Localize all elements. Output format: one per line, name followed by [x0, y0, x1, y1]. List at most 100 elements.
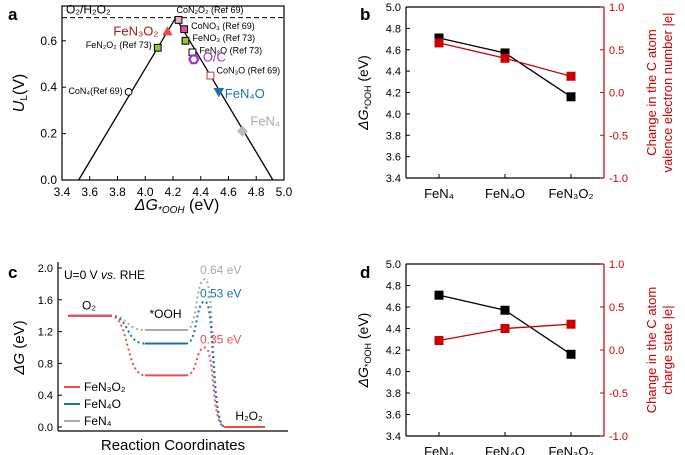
barrier-label-fen: 0.64 eV: [200, 263, 241, 277]
x-tick-label: 3.4: [54, 185, 71, 199]
point-label-con-o-ref-69: CoN₂O₂ (Ref 69): [177, 5, 244, 15]
y-left-tick-label: 5.0: [386, 2, 401, 14]
y-right-tick-label: 0.5: [609, 302, 624, 314]
connector-fen-o-1: [109, 314, 146, 345]
y-left-tick-label: 4.2: [386, 345, 401, 357]
point-label-con-o-ref-69: CoN₃O (Ref 69): [216, 66, 280, 76]
y-left-tick-label: 4.2: [386, 88, 401, 100]
y-tick-label: 0.0: [38, 422, 53, 434]
panel-c-free-energy-diagram: 0.0 0.4 0.8 1.2 1.6 2.0 U=0 V vs. RHE 0.64 eV 0.…: [11, 262, 288, 454]
barrier-curve-fen-o: [185, 346, 226, 428]
condition-prefix: U=0 V: [64, 268, 101, 282]
y-tick-label: 2.0: [38, 263, 53, 275]
y-right-tick-label: -0.5: [609, 130, 628, 142]
y-axis-label-main: U: [11, 100, 28, 112]
x-tick-label-fen-o: FeN₃O₂: [548, 186, 593, 201]
x-tick-label-fen: FeN₄: [424, 186, 454, 201]
y-left-tick-label: 3.8: [386, 130, 401, 142]
y-tick-label: 0.8: [38, 358, 53, 370]
y-left-tick-label: 4.8: [386, 23, 401, 35]
x-axis-label: Reaction Coordinates: [101, 437, 245, 454]
y-left-tick-label: 3.4: [386, 173, 401, 185]
condition-italic: vs.: [101, 268, 116, 282]
state-label-o2: O₂: [82, 299, 96, 313]
point-fen-o: [162, 26, 173, 36]
y-right-axis-label-line2: valence electron number |e|: [660, 13, 675, 173]
y-right-tick-label: 1.0: [609, 259, 624, 271]
y-axis-label-main: ΔG: [11, 353, 28, 376]
point-label-con-ref-69: CoN₄(Ref 69): [68, 86, 122, 96]
x-tick-label: 3.6: [81, 185, 98, 199]
y-axis-label-unit: (V): [11, 74, 28, 95]
point-con-o-ref-69: [206, 71, 215, 80]
y-left-tick-label: 3.6: [386, 152, 401, 164]
y-left-axis-label-sub: *OOH: [363, 343, 373, 367]
barrier-label-fen-o: 0.53 eV: [200, 286, 241, 300]
point-label-o-c: O/C: [203, 49, 226, 64]
legend-label-fen-o: FeN₄O: [84, 397, 121, 411]
panel-a-volcano-plot: 3.4 3.6 3.8 4.0 4.2 4.4 4.6 4.8 5.0 0.0 0.2 0.4 0.6 O…: [11, 3, 293, 216]
y-left-axis-label-main: ΔG: [355, 367, 371, 388]
y-axis-label-sub: L: [19, 95, 30, 101]
panel-letter-b: b: [360, 5, 370, 24]
condition-label: U=0 V vs. RHE: [64, 268, 145, 282]
y-left-tick-label: 4.8: [386, 281, 401, 293]
barrier-label-fen-o: 0.35 eV: [200, 333, 241, 347]
point-label-fen-o: FeN₃O₂: [113, 24, 158, 39]
x-axis-label-sub: *OOH: [158, 205, 185, 216]
panel-letter-a: a: [8, 5, 18, 24]
state-label-h2o2: H₂O₂: [235, 409, 263, 423]
panel-d-charge-state-chart: 3.4 3.6 3.8 4.0 4.2 4.4 4.6 4.8 5.0 -1.0 -0.5 0.0 0.…: [355, 259, 675, 455]
x-tick-label: 5.0: [276, 185, 293, 199]
y-right-tick-label: 1.0: [609, 2, 624, 14]
series-point-c-atom-change: [500, 53, 510, 63]
y-left-axis-label-main: ΔG: [355, 109, 371, 130]
y-left-tick-label: 4.0: [386, 367, 401, 379]
point-cono-ref-69: [180, 25, 188, 34]
y-left-axis-label: ΔG*OOH (eV): [355, 55, 373, 131]
y-left-tick-label: 3.4: [386, 431, 401, 443]
y-tick-label: 1.2: [38, 327, 53, 339]
point-con-ref-69: [124, 87, 133, 96]
x-tick-label: 4.8: [248, 185, 265, 199]
x-tick-label-fen: FeN₄: [424, 444, 454, 455]
x-tick-label-fen-o: FeN₃O₂: [548, 444, 593, 455]
y-left-tick-label: 4.4: [386, 66, 401, 78]
x-tick-label-fen-o: FeN₄O: [485, 444, 525, 455]
x-axis-label-main: ΔG: [134, 197, 158, 214]
point-fen: [236, 125, 248, 137]
y-left-axis-label-sub: *OOH: [363, 86, 373, 110]
point-label-feno-ref-73: FeNO₃ (Ref 73): [192, 33, 255, 43]
x-tick-label: 4.0: [137, 185, 154, 199]
point-label-fen: FeN₄: [250, 113, 280, 128]
y-right-tick-label: 0.0: [609, 345, 624, 357]
y-right-axis-label-line1: Change in the C atom: [644, 29, 659, 155]
y-tick-label: 0.0: [40, 173, 57, 187]
y-left-axis-label-unit: (eV): [355, 313, 371, 343]
y-right-tick-label: 0.0: [609, 88, 624, 100]
barrier-curve-fen-o: [185, 300, 226, 428]
y-left-tick-label: 4.0: [386, 109, 401, 121]
x-tick-label: 4.6: [220, 185, 237, 199]
series-point-dg-ooh: [566, 349, 576, 359]
point-label-fen-o: FeN₄O: [225, 86, 265, 101]
condition-suffix: RHE: [116, 268, 145, 282]
y-left-tick-label: 3.6: [386, 410, 401, 422]
legend-label-fen: FeN₄: [84, 414, 112, 428]
series-point-c-atom-change: [566, 71, 576, 81]
series-point-dg-ooh: [566, 92, 576, 102]
series-line-dg-ooh: [438, 37, 572, 98]
panel-letter-d: d: [360, 263, 370, 282]
y-left-tick-label: 5.0: [386, 259, 401, 271]
series-point-c-atom-change: [500, 324, 510, 333]
y-left-tick-label: 4.6: [386, 45, 401, 57]
series-point-dg-ooh: [434, 290, 444, 300]
y-right-tick-label: 0.5: [609, 45, 624, 57]
series-point-c-atom-change: [566, 319, 576, 329]
point-label-fen-o-ref-73: FeN₃O (Ref 73): [199, 45, 262, 55]
point-o-c: [188, 54, 200, 65]
legend-label-fen-o: FeN₃O₂: [84, 380, 126, 394]
y-axis-label: UL(V): [11, 74, 30, 112]
y-left-axis-label-unit: (eV): [355, 55, 371, 85]
